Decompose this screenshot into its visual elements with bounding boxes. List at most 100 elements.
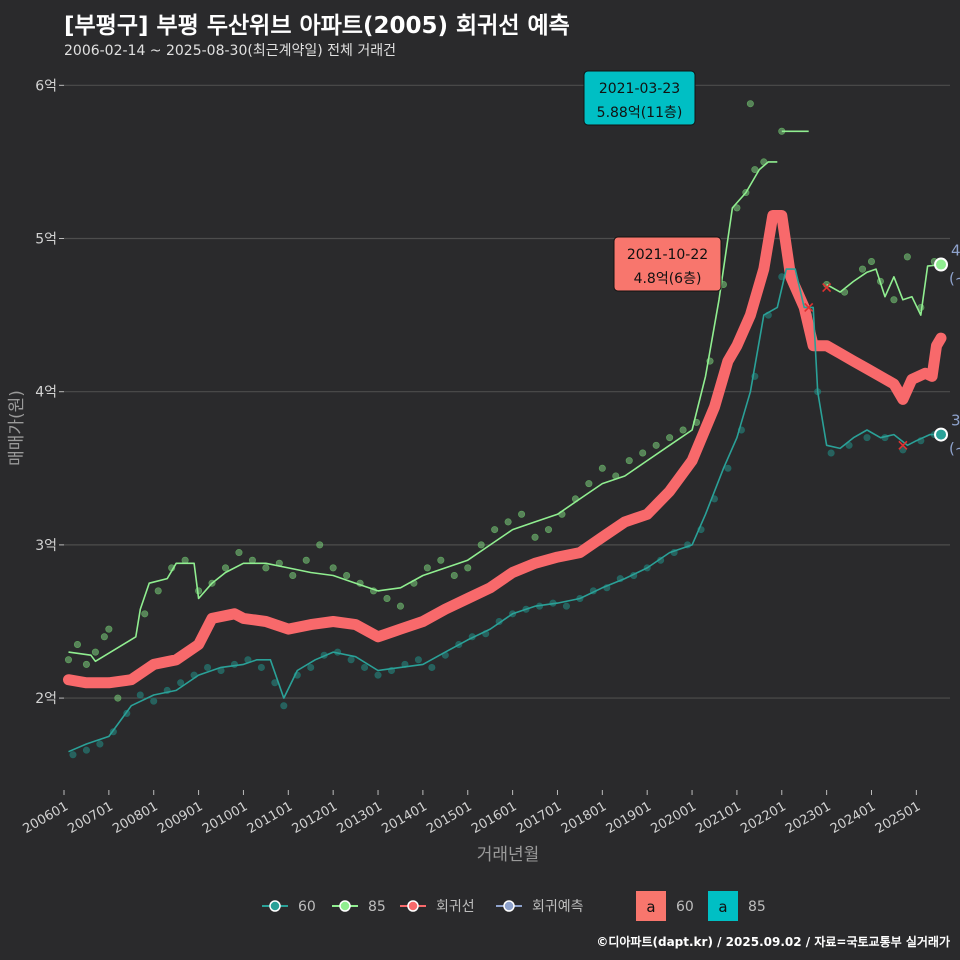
scatter-point-60 — [69, 751, 77, 759]
end-value-label: 37,200 — [951, 412, 960, 430]
end-point-85 — [934, 257, 949, 272]
scatter-point-85 — [437, 556, 445, 564]
x-axis: 2006012007012008012009012010012011012012… — [21, 790, 923, 837]
x-tick-label: 201801 — [559, 799, 609, 837]
scatter-point-60 — [150, 697, 158, 705]
scatter-point-85 — [343, 572, 351, 580]
forecast-mark — [804, 302, 814, 313]
credit-text: ©디아파트(dapt.kr) / 2025.09.02 / 자료=국토교통부 실… — [596, 935, 950, 949]
legend-label-glyph: a — [646, 898, 655, 916]
scatter-point-85 — [82, 660, 90, 668]
y-tick-label: 4억 — [35, 385, 57, 401]
scatter-point-85 — [73, 640, 81, 648]
scatter-point-85 — [544, 526, 552, 534]
x-tick-label: 201301 — [335, 799, 385, 837]
scatter-point-85 — [64, 656, 72, 664]
scatter-point-85 — [903, 253, 911, 261]
scatter-point-60 — [307, 663, 315, 671]
scatter-point-60 — [374, 671, 382, 679]
scatter-point-85 — [450, 572, 458, 580]
annotation-box-60 — [613, 236, 722, 292]
legend-key-marker — [269, 900, 281, 912]
x-tick-label: 201001 — [200, 799, 250, 837]
series-line-60 — [68, 268, 941, 753]
annotations: 48,325 (~85㎡) 37,200 (~60㎡) 2021-03-23 5.88억(… — [583, 70, 960, 458]
scatter-point-85 — [639, 449, 647, 457]
scatter-point-85 — [262, 564, 270, 572]
scatter-point-60 — [96, 740, 104, 748]
scatter-point-85 — [733, 204, 741, 212]
y-axis-title: 매매가(원) — [7, 390, 27, 466]
x-tick-label: 202401 — [828, 799, 878, 837]
annotation-box-85 — [583, 70, 696, 126]
scatter-point-60 — [136, 691, 144, 699]
scatter-point-60 — [82, 746, 90, 754]
x-tick-label: 202501 — [873, 799, 923, 837]
forecast-mark — [822, 282, 832, 293]
annotation-price: 4.8억(6층) — [634, 271, 702, 287]
legend: 60 85 회귀선 회귀예측 a 60 a 85 — [262, 891, 766, 921]
scatter-point-85 — [531, 533, 539, 541]
scatter-point-85 — [679, 426, 687, 434]
legend-label-name: 60 — [676, 899, 694, 915]
scatter-point-85 — [746, 100, 754, 108]
scatter-point-85 — [105, 625, 113, 633]
scatter-point-85 — [464, 564, 472, 572]
scatter-point-85 — [100, 633, 108, 641]
scatter-point-85 — [181, 556, 189, 564]
scatter-point-85 — [316, 541, 324, 549]
y-tick-label: 5억 — [35, 232, 57, 248]
x-tick-label: 202101 — [693, 799, 743, 837]
x-tick-label: 201101 — [245, 799, 295, 837]
scatter-point-60 — [899, 446, 907, 454]
scatter-point-85 — [652, 441, 660, 449]
scatter-point-85 — [154, 587, 162, 595]
scatter-point-60 — [414, 656, 422, 664]
scatter-point-85 — [114, 694, 122, 702]
scatter-point-85 — [504, 518, 512, 526]
x-tick-label: 200801 — [110, 799, 160, 837]
x-tick-label: 201901 — [604, 799, 654, 837]
scatter-point-85 — [329, 564, 337, 572]
y-tick-label: 3억 — [35, 538, 57, 554]
x-tick-label: 200701 — [65, 799, 115, 837]
scatter-point-85 — [598, 464, 606, 472]
scatter-point-85 — [248, 556, 256, 564]
scatter-point-85 — [396, 602, 404, 610]
scatter-point-60 — [204, 663, 212, 671]
y-axis: 2억 3억 4억 5억 6억 — [35, 78, 64, 707]
scatter-point-60 — [347, 656, 355, 664]
legend-label-key — [636, 891, 666, 921]
y-tick-label: 2억 — [35, 691, 57, 707]
x-tick-label: 201201 — [290, 799, 340, 837]
scatter-point-85 — [141, 610, 149, 618]
scatter-point-60 — [428, 663, 436, 671]
scatter-point-60 — [361, 663, 369, 671]
end-point-60 — [934, 427, 949, 442]
scatter-point-85 — [859, 265, 867, 273]
x-tick-label: 201401 — [379, 799, 429, 837]
x-tick-label: 200901 — [155, 799, 205, 837]
scatter-point-85 — [585, 480, 593, 488]
y-tick-label: 6억 — [35, 78, 57, 94]
scatter-point-85 — [423, 564, 431, 572]
scatter-point-60 — [724, 464, 732, 472]
x-tick-label: 202301 — [783, 799, 833, 837]
chart-title: [부평구] 부평 두산위브 아파트(2005) 회귀선 예측 — [64, 13, 570, 39]
legend-label-key — [708, 891, 738, 921]
legend-item-label: 85 — [368, 899, 386, 915]
x-tick-label: 202201 — [738, 799, 788, 837]
series-line-85c — [826, 263, 942, 316]
scatter-point-85 — [625, 457, 633, 465]
scatter-point-85 — [383, 595, 391, 603]
x-tick-label: 201701 — [514, 799, 564, 837]
end-area-label: (~60㎡) — [949, 440, 960, 458]
series-lines — [63, 130, 947, 753]
x-tick-label: 202001 — [649, 799, 699, 837]
legend-key-marker — [503, 900, 515, 912]
scatter-points — [64, 100, 938, 759]
chart-subtitle: 2006-02-14 ~ 2025-08-30(최근계약일) 전체 거래건 — [64, 43, 396, 59]
scatter-point-85 — [289, 572, 297, 580]
legend-item-label: 60 — [298, 899, 316, 915]
